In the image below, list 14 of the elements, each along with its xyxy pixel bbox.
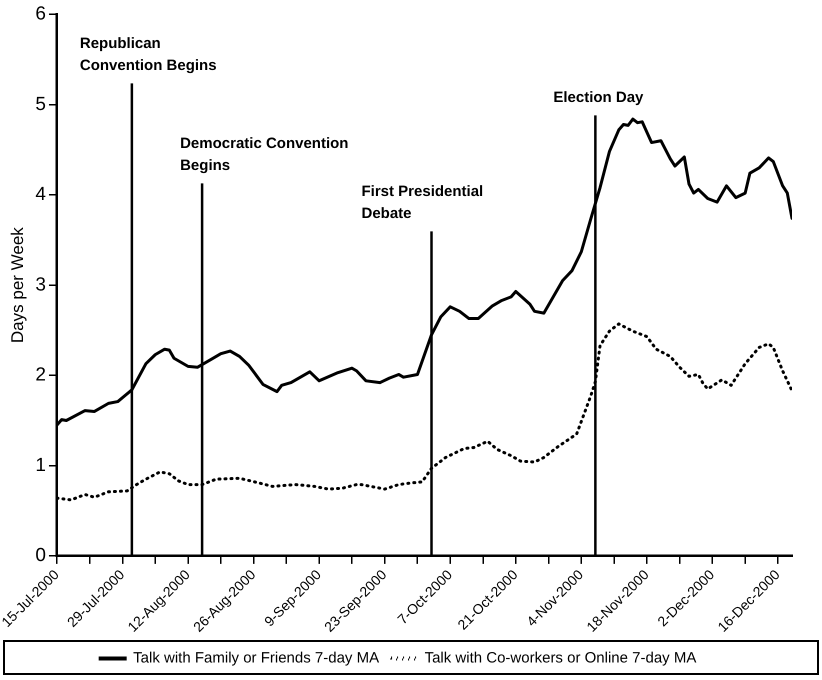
ref-line-label: Election Day — [553, 89, 644, 106]
y-tick-label: 0 — [35, 545, 46, 566]
y-tick-label: 3 — [35, 274, 46, 296]
y-tick-label: 4 — [35, 184, 46, 206]
y-tick-label: 6 — [35, 4, 46, 25]
y-tick-label: 1 — [35, 454, 46, 476]
y-axis-title: Days per Week — [8, 226, 27, 344]
y-tick-label: 5 — [35, 94, 46, 115]
ref-line-label: First Presidential Debate — [362, 183, 484, 222]
ref-line-label: Democratic Convention Begins — [180, 135, 348, 174]
legend-label: Talk with Family or Friends 7-day MA — [133, 650, 380, 667]
y-tick-label: 2 — [35, 364, 46, 386]
legend-label: Talk with Co-workers or Online 7-day MA — [424, 650, 696, 667]
ref-line-label: Republican Convention Begins — [80, 35, 217, 74]
